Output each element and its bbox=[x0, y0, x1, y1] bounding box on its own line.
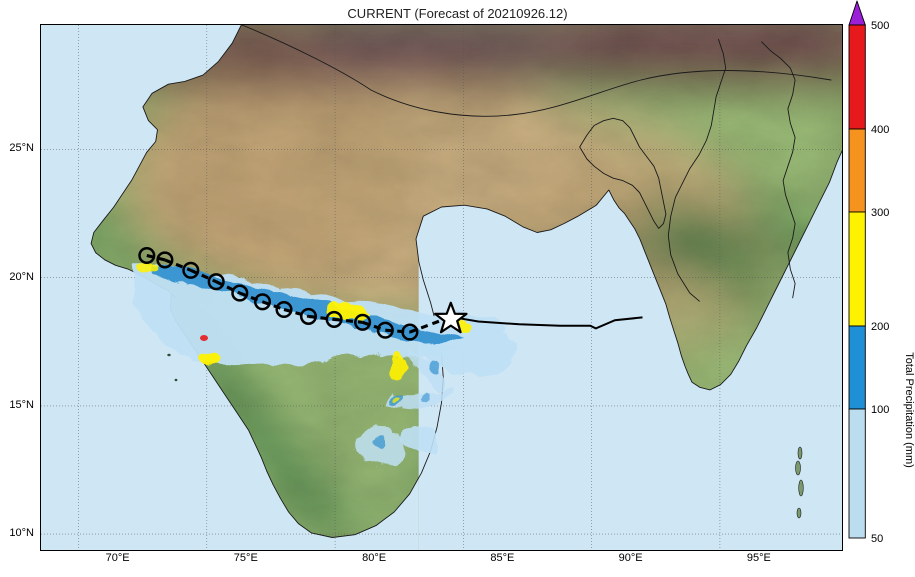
svg-text:400: 400 bbox=[871, 124, 889, 136]
svg-text:50: 50 bbox=[871, 533, 883, 545]
svg-text:500: 500 bbox=[871, 20, 889, 32]
svg-text:100: 100 bbox=[871, 404, 889, 416]
svg-text:200: 200 bbox=[871, 321, 889, 333]
svg-text:300: 300 bbox=[871, 207, 889, 219]
svg-text:Total Precipitation (mm): Total Precipitation (mm) bbox=[903, 352, 915, 468]
